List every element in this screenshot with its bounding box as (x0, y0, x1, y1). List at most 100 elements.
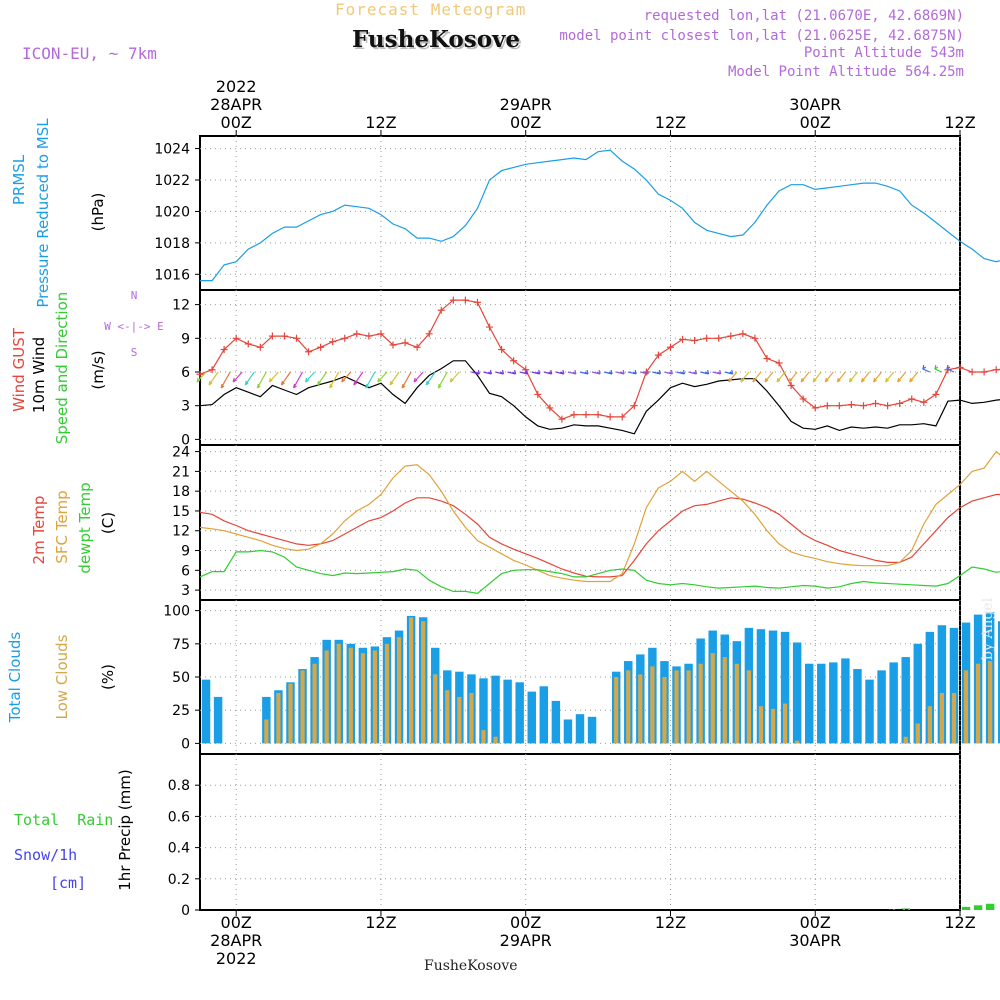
gust-marker (534, 390, 542, 398)
gust-marker (413, 343, 421, 351)
gust-marker (835, 402, 843, 410)
low-cloud-bar (469, 692, 474, 744)
wind-direction-arrow (764, 371, 774, 383)
gust-marker (847, 401, 855, 409)
gust-marker (727, 332, 735, 340)
wind-units: (m/s) (89, 350, 107, 389)
gust-marker (220, 346, 228, 354)
total-cloud-bar (527, 691, 536, 744)
wind-direction-arrow (317, 371, 328, 386)
low-cloud-bar (384, 643, 390, 744)
gust-marker (256, 343, 264, 351)
bottom-time-label: 12Z (655, 913, 686, 932)
total-cloud-bar (587, 716, 597, 744)
wind-ytick-label: 9 (181, 331, 190, 347)
clouds-units: (%) (99, 664, 117, 690)
wind-direction-arrow (256, 371, 267, 389)
pressure-label-1: PRMSL (10, 154, 28, 205)
gust-marker (473, 298, 481, 306)
rain-bar (961, 906, 971, 910)
total-cloud-bar (949, 627, 959, 744)
gust-marker (811, 404, 819, 412)
clouds-ytick-label: 100 (163, 604, 190, 620)
temperature-ytick-label: 3 (181, 583, 190, 599)
wind-direction-arrow (922, 364, 931, 373)
wind-direction-arrow (728, 371, 738, 383)
temperature-ytick-label: 6 (181, 563, 190, 579)
low-cloud-bar (782, 703, 788, 744)
gust-marker (425, 330, 433, 338)
gust-marker (317, 343, 325, 351)
pressure-label-2: Pressure Reduced to MSL (34, 118, 52, 308)
low-cloud-bar (445, 690, 450, 744)
gust-marker (486, 323, 494, 331)
total-cloud-bar (491, 675, 500, 744)
gust-marker (679, 335, 687, 343)
wind-direction-arrow (232, 371, 243, 383)
gust-marker (606, 413, 614, 421)
series-dewpt-temp (199, 549, 1000, 595)
precip-label-cm: [cm] (50, 874, 86, 892)
gust-marker (787, 381, 795, 389)
gust-marker (618, 413, 626, 421)
gust-marker (449, 296, 457, 304)
total-cloud-bar (925, 631, 935, 744)
wind-direction-arrow (603, 369, 613, 375)
total-cloud-bar (503, 679, 512, 744)
precipitation-ytick-label: 0 (181, 903, 190, 919)
temp-label-sfc: SFC Temp (53, 490, 71, 563)
low-cloud-bar (288, 683, 293, 744)
wind-direction-arrow (860, 371, 870, 383)
bottom-time-label: 12Z (365, 913, 396, 932)
series-prmsl (200, 149, 1000, 282)
wind-ytick-label: 3 (181, 399, 190, 415)
pressure-ytick-label: 1018 (154, 236, 190, 252)
wind-direction-arrow (244, 371, 255, 386)
wind-direction-arrow (220, 371, 231, 389)
low-cloud-bar (276, 692, 281, 744)
rain-bar (901, 908, 910, 910)
gust-marker (859, 402, 867, 410)
temperature-ytick-label: 18 (172, 484, 190, 500)
low-cloud-bar (975, 663, 981, 744)
wind-direction-arrow (519, 369, 529, 375)
gust-marker (956, 364, 964, 371)
bottom-time-label: 12Z (944, 913, 975, 932)
total-cloud-bar (780, 631, 790, 744)
wind-direction-arrow (946, 364, 955, 373)
wind-direction-arrow (268, 371, 279, 383)
clouds-ytick-label: 25 (172, 703, 190, 719)
temperature-ytick-label: 21 (172, 464, 190, 480)
precipitation-ytick-label: 0.8 (168, 778, 190, 794)
gust-marker (594, 411, 602, 419)
wind-label-10m: 10m Wind (30, 337, 48, 413)
wind-direction-arrow (341, 371, 352, 383)
precipitation-ytick-label: 0.4 (168, 841, 190, 857)
clouds-ytick-label: 0 (181, 736, 190, 752)
total-cloud-bar (551, 700, 561, 744)
gust-marker (896, 399, 904, 407)
total-cloud-bar (804, 663, 814, 744)
series-wind-gust (199, 299, 1000, 420)
gust-marker (570, 411, 578, 419)
low-cloud-bar (722, 657, 727, 744)
wind-direction-arrow (676, 369, 686, 375)
low-cloud-bar (493, 736, 498, 744)
low-cloud-bar (734, 663, 739, 744)
temperature-ytick-label: 12 (172, 524, 190, 540)
top-time-label: 00Z (510, 113, 541, 132)
low-cloud-bar (372, 650, 378, 744)
gust-marker (980, 368, 988, 376)
wind-direction-arrow (788, 371, 798, 383)
wind-direction-arrow (483, 369, 493, 375)
wind-direction-arrow (934, 364, 943, 373)
gust-marker (305, 348, 313, 356)
wind-direction-arrow (628, 369, 637, 375)
total-cloud-bar (479, 678, 488, 744)
wind-direction-arrow (304, 371, 316, 383)
wind-direction-arrow (329, 371, 340, 389)
wind-direction-arrow (897, 371, 907, 383)
wind-direction-arrow (196, 371, 207, 383)
wind-direction-arrow (688, 369, 698, 375)
